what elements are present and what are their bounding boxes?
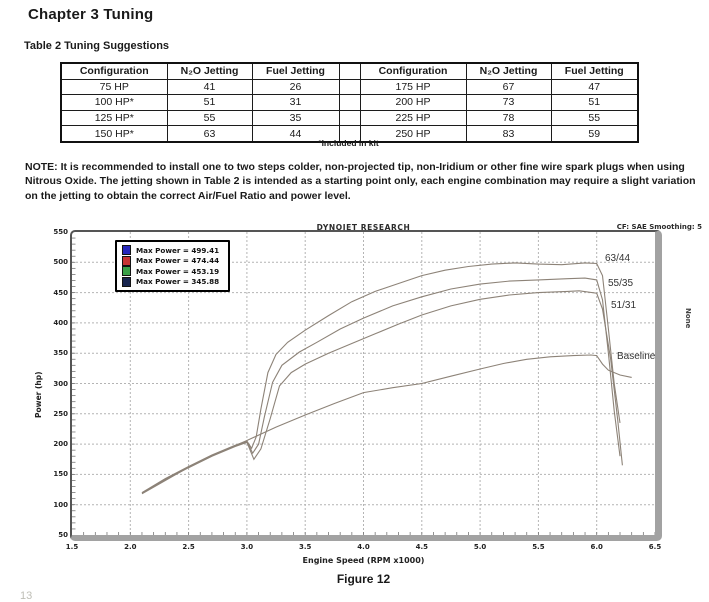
x-tick-label: 4.0 (357, 543, 370, 551)
curve-label-baseline: Baseline (617, 351, 656, 362)
table-cell: 51 (550, 94, 639, 111)
table-header-cell: Configuration (60, 62, 168, 80)
x-tick-label: 1.5 (65, 543, 79, 551)
chart-title: DYNOJET RESEARCH (316, 223, 411, 232)
figure-caption: Figure 12 (336, 572, 391, 586)
table-header-cell: Fuel Jetting (251, 62, 340, 80)
dyno-power-chart (72, 232, 655, 535)
legend-entry: Max Power = 453.19 (122, 266, 224, 277)
tuning-suggestions-table: Configuration N₂O Jetting Fuel Jetting Conf… (60, 62, 639, 143)
chart-correction-info: CF: SAE Smoothing: 5 (616, 223, 702, 231)
table-cell: 175 HP (359, 78, 467, 96)
table-cell: 31 (251, 94, 340, 111)
power-curve-55-35 (141, 277, 621, 494)
legend-entry: Max Power = 345.88 (122, 276, 224, 288)
table-cell (338, 78, 361, 96)
x-tick-label: 3.0 (240, 543, 254, 551)
table-cell: 83 (465, 125, 552, 143)
legend-label: Max Power = 453.19 (136, 266, 220, 276)
x-tick-label: 2.0 (124, 543, 137, 551)
table-cell: 225 HP (359, 109, 467, 127)
y-tick-label: 200 (53, 440, 68, 449)
x-tick-label: 6.5 (648, 543, 662, 551)
table-cell: 67 (465, 78, 552, 96)
table-cell: 250 HP (359, 125, 467, 143)
chapter-title: Chapter 3 Tuning (28, 6, 154, 23)
table-footnote: *Included in kit (318, 138, 379, 148)
table-header-cell: N₂O Jetting (166, 62, 253, 80)
table-cell: 35 (251, 109, 340, 127)
y-tick-label: 400 (53, 318, 68, 327)
legend-color-swatch (122, 266, 131, 277)
table-header-cell (338, 62, 361, 80)
x-tick-label: 2.5 (182, 543, 195, 551)
legend-label: Max Power = 499.41 (136, 245, 220, 255)
x-tick-label: 5.5 (532, 543, 545, 551)
note-paragraph: NOTE: It is recommended to install one t… (25, 161, 696, 202)
y-tick-label: 350 (53, 349, 68, 358)
y-tick-label: 150 (53, 470, 68, 479)
legend-entry: Max Power = 474.44 (122, 255, 224, 267)
power-curve-63-44 (141, 262, 621, 494)
table-row: 75 HP 41 26 175 HP 67 47 (60, 78, 639, 96)
table-header-row: Configuration N₂O Jetting Fuel Jetting Conf… (60, 62, 639, 80)
table-row: 150 HP* 63 44 250 HP 83 59 (60, 125, 639, 143)
y-tick-label: 300 (53, 379, 68, 388)
chart-legend: Max Power = 499.41 Max Power = 474.44 Max … (115, 240, 230, 292)
table-cell: 125 HP* (60, 109, 168, 127)
table-cell: 73 (465, 94, 552, 111)
table-cell (338, 109, 361, 127)
table-cell: 55 (166, 109, 253, 127)
y-tick-label: 250 (53, 409, 68, 418)
page-number-fragment: 13 (20, 590, 33, 602)
curve-label-55-35: 55/35 (608, 278, 634, 289)
legend-label: Max Power = 345.88 (136, 277, 220, 287)
power-curve-baseline (141, 354, 632, 495)
y-tick-label: 50 (58, 531, 68, 539)
table-cell: 100 HP* (60, 94, 168, 111)
table-cell: 47 (550, 78, 639, 96)
table-cell: 26 (251, 78, 340, 96)
curve-label-63-44: 63/44 (605, 253, 631, 264)
x-tick-label: 3.5 (298, 543, 312, 551)
x-tick-label: 5.0 (473, 543, 487, 551)
legend-color-swatch (122, 245, 131, 256)
power-curve-51-31 (141, 290, 623, 494)
table-cell: 75 HP (60, 78, 168, 96)
right-side-vertical-label: None (684, 308, 692, 329)
table-cell (338, 94, 361, 111)
y-tick-label: 500 (53, 258, 68, 267)
curve-label-51-31: 51/31 (611, 300, 637, 311)
table-cell: 51 (166, 94, 253, 111)
y-tick-label: 100 (53, 500, 68, 509)
y-tick-label: 450 (53, 288, 68, 297)
legend-entry: Max Power = 499.41 (122, 245, 224, 256)
table-cell: 78 (465, 109, 552, 127)
table-row: 100 HP* 51 31 200 HP 73 51 (60, 94, 639, 111)
table-header-cell: Fuel Jetting (550, 62, 639, 80)
legend-color-swatch (122, 255, 131, 266)
table-cell: 150 HP* (60, 125, 168, 143)
x-tick-label: 6.0 (590, 543, 603, 551)
table-header-cell: N₂O Jetting (465, 62, 552, 80)
table-cell: 59 (550, 125, 639, 143)
table-cell: 55 (550, 109, 639, 127)
legend-color-swatch (122, 276, 131, 287)
table-cell: 200 HP (359, 94, 467, 111)
table-row: 125 HP* 55 35 225 HP 78 55 (60, 109, 639, 127)
table-header-cell: Configuration (359, 62, 467, 80)
x-tick-label: 4.5 (415, 543, 428, 551)
legend-label: Max Power = 474.44 (136, 256, 220, 266)
y-tick-label: 550 (53, 228, 68, 236)
x-axis-title: Engine Speed (RPM x1000) (302, 556, 425, 565)
table-caption: Table 2 Tuning Suggestions (24, 40, 170, 52)
table-cell: 41 (166, 78, 253, 96)
